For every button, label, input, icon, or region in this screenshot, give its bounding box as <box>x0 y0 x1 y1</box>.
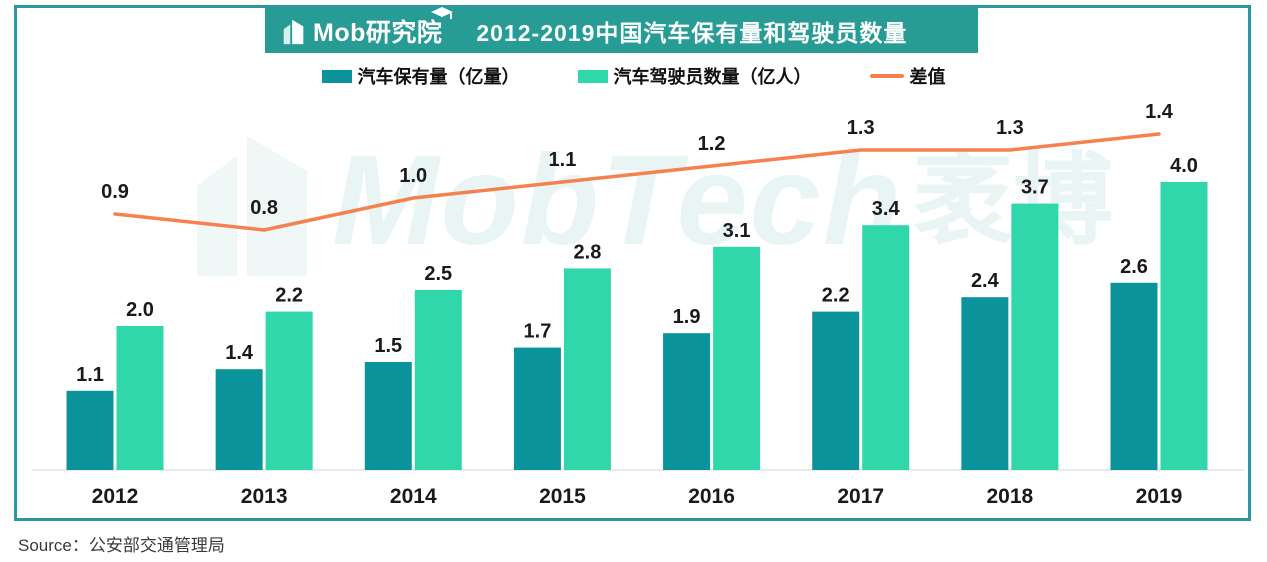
diff-label: 差值 <box>909 67 946 87</box>
bar-value-label: 1.9 <box>673 306 701 328</box>
bar-ownership-2015 <box>513 347 561 470</box>
year-label: 2012 <box>92 485 139 508</box>
bar-value-label: 4.0 <box>1170 155 1198 177</box>
bar-value-label: 1.4 <box>225 342 254 364</box>
drivers-swatch <box>577 69 608 83</box>
bar-drivers-2014 <box>414 290 462 470</box>
diff-line <box>113 132 1161 232</box>
diff-line-swatch <box>869 74 904 78</box>
year-label: 2018 <box>986 485 1033 508</box>
graduation-cap-icon <box>431 6 454 19</box>
bar-ownership-2018 <box>961 297 1009 470</box>
bar-value-label: 2.2 <box>275 285 303 307</box>
bar-drivers-2012 <box>116 326 164 470</box>
diff-value-label: 0.9 <box>101 181 129 203</box>
source-note: Source：公安部交通管理局 <box>18 536 225 555</box>
bar-value-label: 2.6 <box>1120 256 1148 278</box>
bar-value-label: 2.0 <box>126 299 154 321</box>
diff-value-label: 1.4 <box>1145 101 1174 123</box>
drivers-label: 汽车驾驶员数量（亿人） <box>613 67 812 87</box>
title-banner: Mob研究院 2012-2019中国汽车保有量和驾驶员数量 <box>265 6 978 53</box>
diff-value-label: 1.0 <box>399 165 427 187</box>
year-label: 2013 <box>241 485 288 508</box>
bar-value-label: 1.1 <box>76 364 104 386</box>
year-label: 2015 <box>539 485 586 508</box>
bar-drivers-2017 <box>862 225 910 470</box>
year-label: 2017 <box>837 485 884 508</box>
bar-ownership-2019 <box>1110 282 1158 470</box>
bar-ownership-2014 <box>364 362 412 470</box>
diff-value-label: 1.3 <box>847 117 875 139</box>
legend-item-drivers: 汽车驾驶员数量（亿人） <box>577 63 812 89</box>
legend-item-ownership: 汽车保有量（亿量） <box>321 63 520 89</box>
diff-value-label: 1.3 <box>996 117 1024 139</box>
bar-drivers-2018 <box>1011 203 1059 470</box>
bar-value-label: 2.4 <box>971 270 1000 292</box>
bar-drivers-2019 <box>1160 182 1208 470</box>
diff-value-label: 1.2 <box>698 133 726 155</box>
bar-value-label: 1.5 <box>374 335 402 357</box>
year-label: 2016 <box>688 485 735 508</box>
bar-drivers-2015 <box>563 268 611 470</box>
logo-text: Mob研究院 <box>313 18 443 47</box>
legend-item-diff: 差值 <box>869 63 946 89</box>
mob-logo: Mob研究院 <box>281 6 454 49</box>
year-label: 2014 <box>390 485 437 508</box>
ownership-swatch <box>321 69 352 83</box>
diff-value-label: 0.8 <box>250 197 278 219</box>
legend: 汽车保有量（亿量） 汽车驾驶员数量（亿人） 差值 <box>0 62 1267 90</box>
bar-ownership-2013 <box>215 369 263 470</box>
bar-value-label: 2.8 <box>574 241 602 263</box>
year-label: 2019 <box>1136 485 1183 508</box>
ownership-label: 汽车保有量（亿量） <box>357 67 520 87</box>
mob-building-icon <box>283 19 304 44</box>
bar-drivers-2013 <box>265 311 313 470</box>
bar-drivers-2016 <box>713 246 761 470</box>
bar-ownership-2012 <box>66 390 114 470</box>
chart-title: 2012-2019中国汽车保有量和驾驶员数量 <box>476 19 908 46</box>
diff-value-label: 1.1 <box>549 149 577 171</box>
bar-ownership-2016 <box>663 333 711 470</box>
bar-value-label: 2.2 <box>822 285 850 307</box>
bar-value-label: 3.4 <box>872 198 901 220</box>
bar-value-label: 1.7 <box>524 321 552 343</box>
bar-value-label: 2.5 <box>424 263 452 285</box>
bar-value-label: 3.7 <box>1021 177 1049 199</box>
bar-value-label: 3.1 <box>723 220 751 242</box>
bar-ownership-2017 <box>812 311 860 470</box>
